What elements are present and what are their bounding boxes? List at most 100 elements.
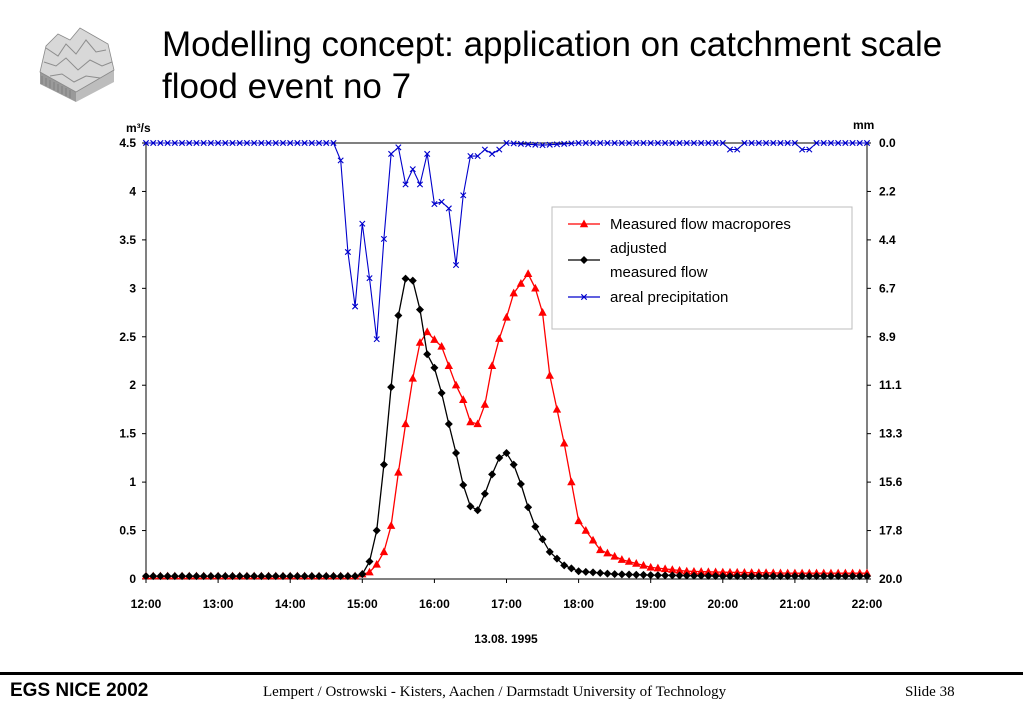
data-point-x-stroke bbox=[755, 139, 762, 147]
data-point-x bbox=[748, 139, 755, 147]
data-point-x-stroke bbox=[229, 139, 236, 147]
data-point-x-stroke bbox=[618, 139, 625, 147]
data-point-triangle bbox=[509, 288, 518, 297]
data-point-x-stroke bbox=[380, 235, 388, 243]
data-point-x-stroke bbox=[863, 139, 871, 147]
left-axis-tick-label: 2.5 bbox=[119, 330, 136, 344]
data-point-x-stroke bbox=[734, 146, 741, 153]
data-point-x bbox=[597, 139, 604, 147]
data-point-diamond bbox=[682, 571, 691, 580]
data-point-diamond bbox=[228, 572, 237, 581]
data-point-diamond bbox=[423, 350, 432, 359]
left-axis-tick-label: 3.5 bbox=[119, 233, 136, 247]
right-axis-tick-label: 11.1 bbox=[879, 378, 902, 392]
data-point-diamond bbox=[661, 571, 670, 580]
data-point-x bbox=[287, 139, 294, 147]
data-point-x-stroke bbox=[373, 336, 380, 343]
data-point-x bbox=[279, 139, 287, 147]
data-point-x-stroke bbox=[604, 139, 611, 147]
data-point-x bbox=[330, 139, 337, 147]
data-point-x-stroke bbox=[258, 139, 265, 147]
data-point-triangle bbox=[559, 438, 569, 447]
data-point-x-stroke bbox=[597, 139, 604, 147]
data-point-diamond bbox=[574, 567, 583, 576]
data-point-x-stroke bbox=[510, 140, 517, 147]
data-point-diamond bbox=[675, 571, 684, 580]
data-point-diamond bbox=[596, 568, 605, 577]
right-axis-tick-label: 0.0 bbox=[879, 136, 896, 150]
data-point-diamond bbox=[315, 572, 324, 581]
data-point-x bbox=[315, 139, 323, 147]
data-point-x bbox=[582, 139, 589, 147]
data-point-triangle bbox=[733, 567, 742, 576]
data-point-x-stroke bbox=[625, 139, 633, 147]
data-point-diamond bbox=[206, 572, 215, 581]
right-axis-tick-label: 13.3 bbox=[879, 427, 903, 441]
data-point-diamond bbox=[552, 554, 561, 563]
x-axis-tick-label: 21:00 bbox=[780, 597, 811, 611]
data-point-diamond bbox=[142, 572, 150, 581]
data-point-x-stroke bbox=[215, 139, 222, 147]
data-point-x-stroke bbox=[777, 139, 784, 147]
data-point-x-stroke bbox=[488, 150, 496, 157]
data-point-triangle bbox=[466, 417, 475, 426]
data-point-x-stroke bbox=[611, 139, 618, 147]
data-point-x-stroke bbox=[806, 146, 813, 153]
data-point-x bbox=[654, 139, 661, 147]
data-point-diamond bbox=[754, 572, 763, 581]
data-point-x bbox=[308, 139, 315, 147]
data-point-x-stroke bbox=[784, 139, 791, 147]
data-point-x bbox=[445, 205, 452, 212]
data-point-triangle bbox=[617, 555, 627, 563]
right-axis-tick-label: 15.6 bbox=[879, 475, 903, 489]
data-point-x-stroke bbox=[553, 141, 561, 148]
data-point-triangle bbox=[725, 567, 735, 576]
data-point-diamond bbox=[617, 570, 626, 579]
data-point-diamond bbox=[826, 572, 835, 581]
data-point-diamond bbox=[819, 572, 828, 581]
data-point-x bbox=[546, 141, 553, 148]
data-point-diamond bbox=[185, 572, 194, 581]
data-point-x bbox=[777, 139, 784, 147]
data-point-triangle bbox=[668, 565, 677, 573]
x-axis-tick-label: 15:00 bbox=[347, 597, 378, 611]
data-point-triangle bbox=[430, 335, 439, 343]
x-axis-tick-label: 22:00 bbox=[852, 597, 883, 611]
data-point-x bbox=[395, 144, 402, 151]
data-point-x-stroke bbox=[575, 139, 582, 147]
data-point-x bbox=[820, 139, 827, 147]
data-point-x bbox=[589, 139, 597, 147]
data-point-diamond bbox=[444, 419, 453, 428]
data-point-diamond bbox=[531, 522, 540, 531]
data-point-x bbox=[705, 139, 712, 147]
data-point-triangle bbox=[581, 526, 591, 534]
data-point-x-stroke bbox=[323, 139, 330, 147]
data-point-x-stroke bbox=[452, 261, 460, 269]
data-point-diamond bbox=[149, 572, 158, 581]
data-point-triangle bbox=[480, 400, 490, 408]
data-point-x-stroke bbox=[157, 139, 164, 147]
data-point-diamond bbox=[812, 572, 821, 581]
x-axis-tick-label: 16:00 bbox=[419, 597, 450, 611]
data-point-x bbox=[633, 139, 640, 147]
footer-conference: EGS NICE 2002 bbox=[10, 680, 149, 701]
legend-item: areal precipitation bbox=[568, 289, 728, 306]
data-point-x bbox=[186, 139, 193, 147]
data-point-diamond bbox=[351, 572, 360, 581]
data-point-x-stroke bbox=[741, 139, 748, 147]
data-point-x-stroke bbox=[827, 139, 835, 147]
data-point-diamond bbox=[199, 572, 208, 581]
data-point-triangle bbox=[579, 219, 589, 228]
data-point-triangle bbox=[451, 380, 461, 389]
data-point-diamond bbox=[250, 572, 259, 581]
data-point-x-stroke bbox=[243, 139, 251, 147]
data-point-x bbox=[734, 146, 741, 153]
data-point-diamond bbox=[632, 570, 641, 579]
data-point-x bbox=[647, 139, 654, 147]
data-point-triangle bbox=[740, 568, 749, 576]
data-point-diamond bbox=[567, 564, 576, 573]
data-point-x bbox=[532, 141, 539, 148]
slide-title: Modelling concept: application on catchm… bbox=[162, 24, 1012, 108]
data-point-x-stroke bbox=[640, 139, 647, 147]
data-point-diamond bbox=[329, 572, 338, 581]
